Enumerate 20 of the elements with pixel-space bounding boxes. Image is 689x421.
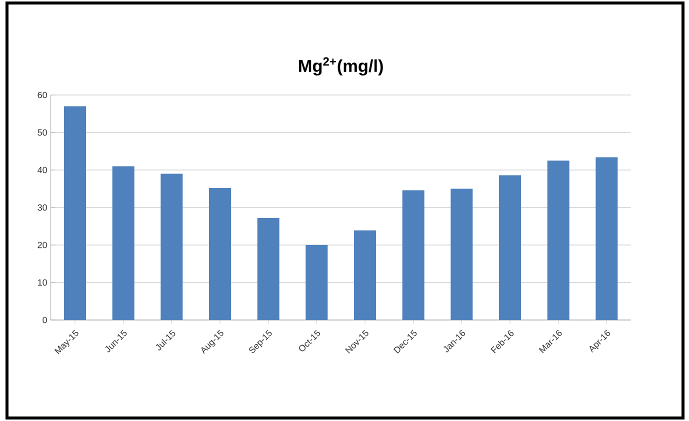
chart-title: Mg$^{2+}$(mg/l)	[299, 57, 383, 76]
bar	[209, 188, 231, 320]
bar	[547, 160, 570, 320]
bar	[306, 245, 328, 320]
bar	[160, 174, 183, 320]
bar	[402, 190, 424, 320]
bar	[112, 166, 134, 320]
bar	[499, 175, 522, 320]
y-tick-label: 60	[38, 92, 47, 98]
y-tick-label: 20	[38, 242, 47, 248]
bar	[596, 157, 618, 320]
bar	[257, 218, 280, 320]
bar	[450, 188, 473, 320]
y-tick-label: 40	[38, 166, 47, 174]
y-tick-label: 50	[38, 129, 47, 136]
y-tick-label: 30	[38, 204, 47, 211]
y-tick-label: 10	[38, 279, 47, 286]
y-tick-label: 0	[42, 316, 47, 324]
bar	[64, 106, 86, 320]
bar	[354, 230, 376, 320]
